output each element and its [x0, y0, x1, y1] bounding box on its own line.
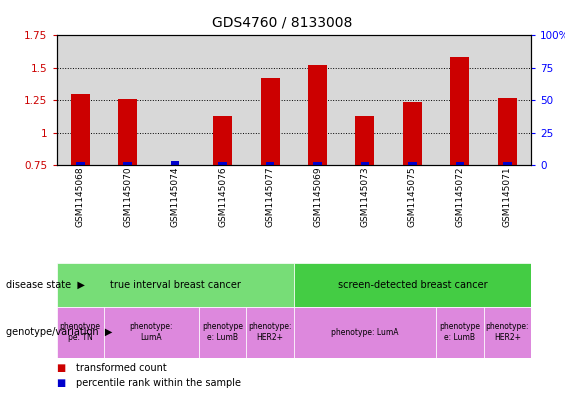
Bar [436, 307, 484, 358]
Text: phenotype:
LumA: phenotype: LumA [130, 322, 173, 342]
Bar [455, 162, 464, 165]
Bar [171, 161, 180, 165]
Bar [246, 307, 294, 358]
Bar [308, 65, 327, 263]
Text: true interval breast cancer: true interval breast cancer [110, 280, 241, 290]
Bar [218, 162, 227, 165]
Bar [355, 116, 375, 263]
Bar [213, 116, 232, 263]
Bar [71, 94, 90, 263]
Bar [503, 162, 512, 165]
Text: screen-detected breast cancer: screen-detected breast cancer [338, 280, 487, 290]
Bar [403, 101, 422, 263]
Bar [56, 307, 104, 358]
Text: phenotype
e: LumB: phenotype e: LumB [202, 322, 243, 342]
Bar [498, 97, 517, 263]
Text: GDS4760 / 8133008: GDS4760 / 8133008 [212, 16, 353, 30]
Text: ■: ■ [56, 378, 66, 388]
Text: phenotype
e: LumB: phenotype e: LumB [440, 322, 480, 342]
Bar [450, 57, 470, 263]
Bar [123, 162, 132, 165]
Bar [313, 162, 322, 165]
Text: phenotype:
HER2+: phenotype: HER2+ [486, 322, 529, 342]
Bar [260, 78, 280, 263]
Bar [104, 307, 199, 358]
Bar [294, 263, 531, 307]
Text: genotype/variation  ▶: genotype/variation ▶ [6, 327, 112, 337]
Bar [56, 263, 294, 307]
Text: transformed count: transformed count [76, 362, 167, 373]
Bar [484, 307, 531, 358]
Text: ■: ■ [56, 362, 66, 373]
Bar [76, 162, 85, 165]
Bar [199, 307, 246, 358]
Text: phenotype:
HER2+: phenotype: HER2+ [249, 322, 292, 342]
Text: disease state  ▶: disease state ▶ [6, 280, 85, 290]
Text: phenotype: LumA: phenotype: LumA [331, 328, 399, 336]
Bar [118, 99, 137, 263]
Bar [408, 162, 417, 165]
Text: phenotype
pe: TN: phenotype pe: TN [60, 322, 101, 342]
Bar [266, 162, 275, 165]
Bar [166, 165, 185, 263]
Text: percentile rank within the sample: percentile rank within the sample [76, 378, 241, 388]
Bar [360, 162, 370, 165]
Bar [294, 307, 436, 358]
